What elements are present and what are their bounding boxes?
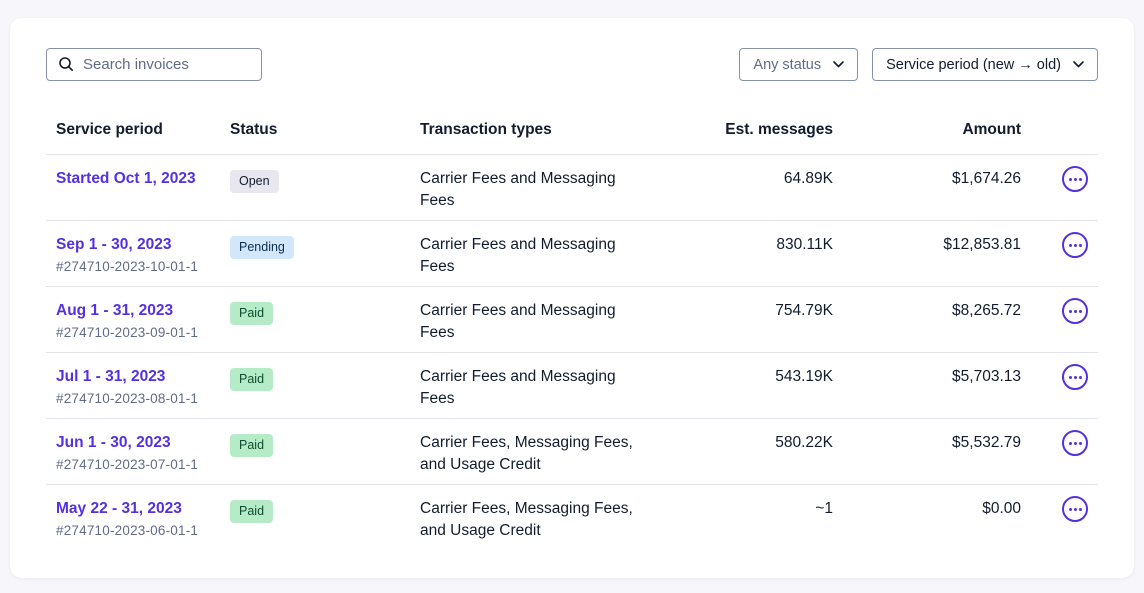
invoice-period-link[interactable]: Aug 1 - 31, 2023 — [56, 302, 174, 319]
status-badge: Paid — [230, 302, 274, 325]
header-transaction-types: Transaction types — [420, 121, 552, 138]
actions-cell — [1021, 298, 1098, 324]
amount: $0.00 — [982, 500, 1021, 517]
ellipsis-icon — [1068, 177, 1082, 181]
est-messages: 543.19K — [775, 368, 833, 385]
table-row: Aug 1 - 31, 2023 #274710-2023-09-01-1 Pa… — [46, 287, 1098, 353]
status-badge: Open — [230, 170, 279, 193]
est-messages: 830.11K — [776, 236, 833, 253]
status-cell: Paid — [230, 300, 420, 325]
invoice-period-link[interactable]: Jun 1 - 30, 2023 — [56, 434, 171, 451]
status-badge: Paid — [230, 368, 274, 391]
transaction-types: Carrier Fees and Messaging Fees — [420, 368, 616, 407]
service-period-cell: Started Oct 1, 2023 — [46, 168, 230, 189]
transaction-types: Carrier Fees, Messaging Fees, and Usage … — [420, 434, 633, 473]
row-actions-button[interactable] — [1062, 430, 1088, 456]
amount: $5,532.79 — [952, 434, 1021, 451]
invoice-period-link[interactable]: Sep 1 - 30, 2023 — [56, 236, 172, 253]
ellipsis-icon — [1068, 441, 1082, 445]
sort-filter-value: Service period (new → old) — [886, 56, 1061, 73]
invoice-number: #274710-2023-09-01-1 — [56, 325, 199, 340]
invoice-number: #274710-2023-06-01-1 — [56, 523, 199, 538]
amount: $8,265.72 — [952, 302, 1021, 319]
amount: $12,853.81 — [943, 236, 1021, 253]
row-actions-button[interactable] — [1062, 166, 1088, 192]
actions-cell — [1021, 166, 1098, 192]
sort-filter-select[interactable]: Service period (new → old) — [872, 48, 1098, 81]
table-header-row: Service period Status Transaction types … — [46, 121, 1098, 155]
status-badge: Paid — [230, 434, 274, 457]
search-icon — [59, 57, 73, 71]
chevron-down-icon — [1073, 61, 1084, 68]
row-actions-button[interactable] — [1062, 496, 1088, 522]
invoice-period-link[interactable]: May 22 - 31, 2023 — [56, 500, 182, 517]
header-est-messages: Est. messages — [725, 121, 833, 138]
header-amount: Amount — [962, 121, 1021, 138]
status-cell: Open — [230, 168, 420, 193]
status-cell: Paid — [230, 432, 420, 457]
row-actions-button[interactable] — [1062, 364, 1088, 390]
ellipsis-icon — [1068, 507, 1082, 511]
invoices-table: Service period Status Transaction types … — [46, 121, 1098, 550]
status-cell: Pending — [230, 234, 420, 259]
table-row: Jun 1 - 30, 2023 #274710-2023-07-01-1 Pa… — [46, 419, 1098, 485]
filter-controls: Any status Service period (new → old) — [739, 48, 1098, 81]
invoices-card: Any status Service period (new → old) Se… — [10, 18, 1134, 578]
invoice-period-link[interactable]: Jul 1 - 31, 2023 — [56, 368, 166, 385]
service-period-cell: Sep 1 - 30, 2023 #274710-2023-10-01-1 — [46, 234, 230, 274]
transaction-types: Carrier Fees and Messaging Fees — [420, 170, 616, 209]
table-row: Started Oct 1, 2023 Open Carrier Fees an… — [46, 155, 1098, 221]
transaction-types: Carrier Fees and Messaging Fees — [420, 302, 616, 341]
est-messages: 64.89K — [783, 170, 833, 187]
invoice-number: #274710-2023-08-01-1 — [56, 391, 199, 406]
invoice-number: #274710-2023-10-01-1 — [56, 259, 199, 274]
status-filter-value: Any status — [753, 56, 822, 73]
actions-cell — [1021, 364, 1098, 390]
chevron-down-icon — [833, 61, 844, 68]
status-badge: Paid — [230, 500, 274, 523]
service-period-cell: Aug 1 - 31, 2023 #274710-2023-09-01-1 — [46, 300, 230, 340]
header-service-period: Service period — [56, 121, 163, 138]
amount: $1,674.26 — [952, 170, 1021, 187]
est-messages: 754.79K — [775, 302, 833, 319]
est-messages: 580.22K — [775, 434, 833, 451]
est-messages: ~1 — [815, 500, 833, 517]
amount: $5,703.13 — [952, 368, 1021, 385]
invoice-period-link[interactable]: Started Oct 1, 2023 — [56, 170, 196, 187]
transaction-types: Carrier Fees and Messaging Fees — [420, 236, 616, 275]
status-cell: Paid — [230, 498, 420, 523]
service-period-cell: Jun 1 - 30, 2023 #274710-2023-07-01-1 — [46, 432, 230, 472]
header-status: Status — [230, 121, 278, 138]
row-actions-button[interactable] — [1062, 232, 1088, 258]
invoices-toolbar: Any status Service period (new → old) — [46, 48, 1098, 81]
search-invoices-box[interactable] — [46, 48, 262, 81]
service-period-cell: May 22 - 31, 2023 #274710-2023-06-01-1 — [46, 498, 230, 538]
status-cell: Paid — [230, 366, 420, 391]
actions-cell — [1021, 430, 1098, 456]
table-row: Sep 1 - 30, 2023 #274710-2023-10-01-1 Pe… — [46, 221, 1098, 287]
ellipsis-icon — [1068, 243, 1082, 247]
table-body: Started Oct 1, 2023 Open Carrier Fees an… — [46, 155, 1098, 550]
status-filter-select[interactable]: Any status — [739, 48, 859, 81]
table-row: Jul 1 - 31, 2023 #274710-2023-08-01-1 Pa… — [46, 353, 1098, 419]
ellipsis-icon — [1068, 375, 1082, 379]
transaction-types: Carrier Fees, Messaging Fees, and Usage … — [420, 500, 633, 539]
invoice-number: #274710-2023-07-01-1 — [56, 457, 199, 472]
row-actions-button[interactable] — [1062, 298, 1088, 324]
search-input[interactable] — [46, 48, 262, 81]
table-row: May 22 - 31, 2023 #274710-2023-06-01-1 P… — [46, 485, 1098, 550]
actions-cell — [1021, 496, 1098, 522]
ellipsis-icon — [1068, 309, 1082, 313]
service-period-cell: Jul 1 - 31, 2023 #274710-2023-08-01-1 — [46, 366, 230, 406]
status-badge: Pending — [230, 236, 294, 259]
actions-cell — [1021, 232, 1098, 258]
